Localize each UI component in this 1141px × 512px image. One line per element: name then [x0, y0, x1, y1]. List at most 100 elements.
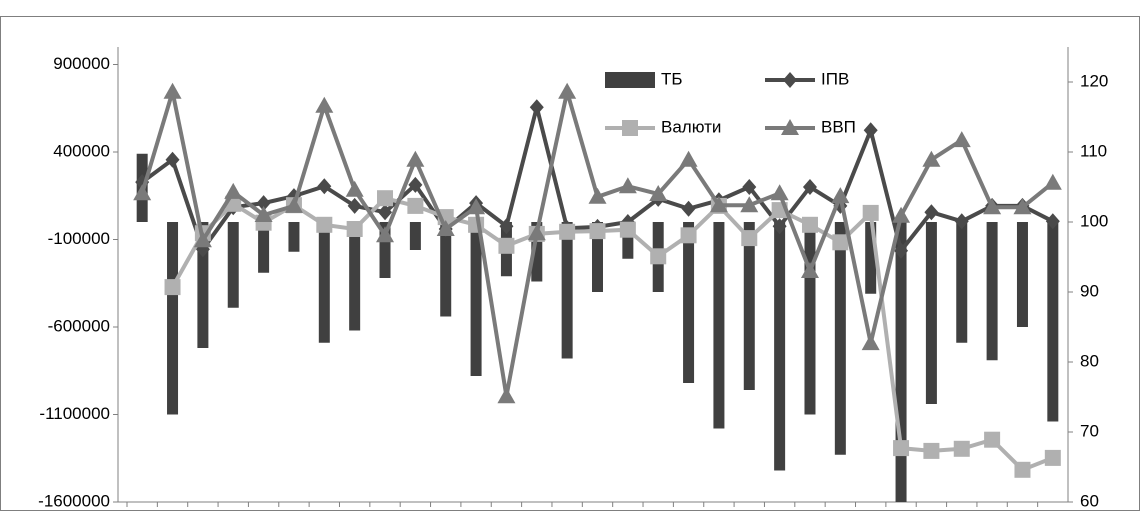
marker	[499, 218, 514, 235]
marker	[952, 131, 971, 148]
bar	[531, 222, 543, 282]
marker	[529, 99, 544, 116]
marker	[983, 198, 1002, 215]
marker	[740, 196, 759, 213]
y-tick-label: 900000	[53, 54, 110, 73]
y2-tick-label: 90	[1080, 281, 1099, 300]
marker	[498, 237, 515, 254]
marker	[781, 119, 799, 135]
y2-tick-label: 70	[1080, 421, 1099, 440]
bar	[258, 222, 270, 273]
legend-swatch	[605, 72, 655, 88]
bar	[227, 222, 239, 308]
marker	[284, 196, 303, 213]
y2-tick-label: 80	[1080, 351, 1099, 370]
marker	[832, 234, 849, 251]
bar	[895, 222, 907, 502]
marker	[316, 216, 333, 233]
marker	[1013, 198, 1032, 215]
marker	[894, 242, 909, 259]
marker	[408, 176, 423, 193]
y-tick-label: -600000	[48, 316, 110, 335]
marker	[377, 190, 394, 207]
marker	[165, 151, 180, 168]
bar	[622, 222, 634, 259]
marker	[650, 248, 667, 265]
legend-label: ІПВ	[821, 69, 849, 88]
marker	[801, 216, 818, 233]
marker	[831, 187, 850, 204]
marker	[407, 197, 424, 214]
legend-item: ВВП	[765, 117, 856, 136]
marker	[892, 206, 911, 223]
marker	[378, 204, 393, 221]
legend-item: ІПВ	[765, 69, 849, 88]
marker	[922, 150, 941, 167]
bar	[349, 222, 361, 331]
y2-tick-label: 110	[1080, 141, 1107, 160]
marker	[923, 442, 940, 459]
marker	[315, 96, 334, 113]
marker	[709, 196, 728, 213]
y-tick-label: -100000	[48, 229, 110, 248]
marker	[893, 440, 910, 457]
marker	[770, 184, 789, 201]
marker	[649, 185, 668, 201]
legend-label: Валюти	[661, 117, 721, 136]
marker	[133, 184, 152, 201]
legend-item: Валюти	[605, 117, 721, 136]
bar	[288, 222, 300, 252]
bar	[318, 222, 330, 343]
bar	[470, 222, 482, 376]
marker	[436, 220, 455, 236]
y2-tick-label: 100	[1080, 211, 1108, 230]
marker	[741, 230, 758, 247]
marker	[467, 198, 486, 215]
marker	[345, 180, 364, 197]
bar	[956, 222, 968, 343]
marker	[224, 182, 243, 199]
marker	[679, 150, 698, 167]
bar	[865, 222, 877, 294]
bar	[713, 222, 725, 429]
bar	[379, 222, 391, 278]
bar	[834, 222, 846, 455]
marker	[317, 178, 332, 195]
bar	[167, 222, 179, 415]
marker	[861, 334, 880, 351]
marker	[346, 221, 363, 237]
marker	[954, 213, 969, 230]
marker	[681, 200, 696, 217]
marker	[527, 224, 546, 241]
legend-item: ТБ	[605, 69, 683, 88]
bar	[683, 222, 695, 383]
marker	[376, 226, 395, 243]
marker	[680, 227, 697, 244]
marker	[953, 440, 970, 457]
bar	[774, 222, 786, 471]
bar	[804, 222, 816, 415]
marker	[347, 197, 362, 214]
marker	[862, 204, 879, 221]
marker	[589, 223, 606, 240]
marker	[802, 179, 817, 195]
bar	[440, 222, 452, 317]
marker	[984, 431, 1001, 448]
bar	[925, 222, 937, 404]
marker	[193, 231, 212, 248]
marker	[559, 223, 576, 240]
marker	[558, 82, 577, 99]
bar	[1016, 222, 1028, 327]
bar	[197, 222, 209, 348]
marker	[163, 82, 182, 99]
marker	[1014, 461, 1031, 478]
marker	[1045, 213, 1060, 230]
y2-tick-label: 120	[1080, 71, 1108, 90]
y2-tick-label: 60	[1080, 491, 1099, 510]
marker	[164, 279, 181, 296]
marker	[783, 72, 797, 88]
marker	[800, 262, 819, 278]
bar	[561, 222, 573, 359]
marker	[619, 221, 636, 238]
